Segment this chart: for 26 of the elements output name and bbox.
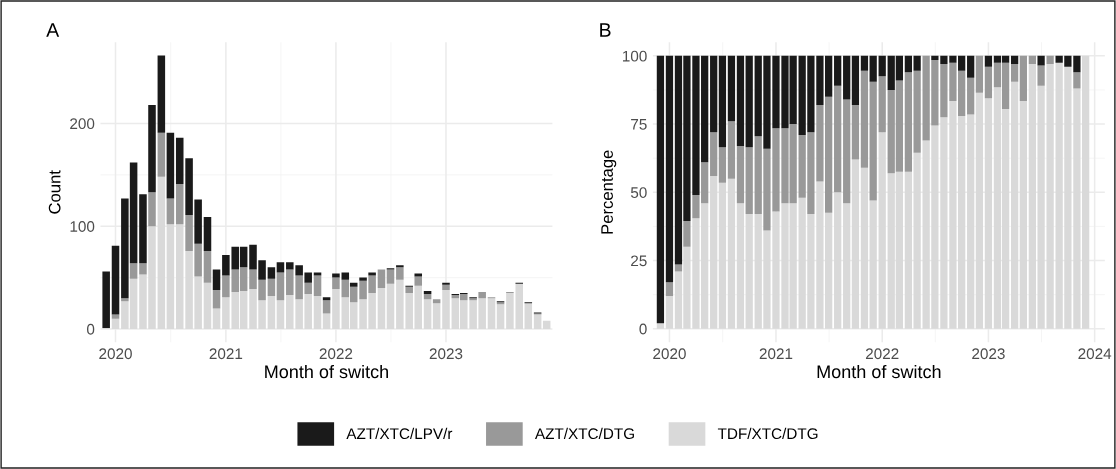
y-axis-title: Percentage (601, 150, 617, 234)
x-tick-label: 2021 (759, 348, 793, 360)
chart-title: A (46, 23, 60, 37)
y-axis-title: Count (48, 170, 61, 214)
y-tick-label: 200 (70, 118, 95, 130)
y-tick-label: 75 (631, 119, 647, 130)
x-tick-label: 2023 (972, 348, 1005, 360)
chart-title: B (600, 23, 611, 37)
x-tick-label: 2022 (865, 348, 899, 360)
legend-label: AZT/XTC/LPV/r (346, 427, 453, 440)
legend-label: AZT/XTC/DTG (534, 427, 634, 440)
x-tick-label: 2021 (209, 348, 243, 360)
legend-label: TDF/XTC/DTG (717, 427, 818, 440)
x-tick-label: 2020 (99, 348, 132, 360)
y-tick-label: 100 (70, 221, 95, 232)
x-tick-label: 2023 (429, 348, 463, 360)
y-tick-label: 0 (639, 323, 647, 335)
x-tick-label: 2022 (319, 348, 353, 360)
x-tick-label: 2020 (653, 348, 686, 360)
y-tick-label: 0 (86, 323, 95, 335)
x-axis-title: Month of switch (265, 364, 388, 379)
x-axis-title: Month of switch (817, 364, 941, 379)
y-tick-label: 25 (631, 255, 647, 267)
y-tick-label: 50 (630, 187, 647, 198)
x-tick-label: 2024 (1078, 348, 1112, 360)
y-tick-label: 100 (622, 50, 647, 62)
